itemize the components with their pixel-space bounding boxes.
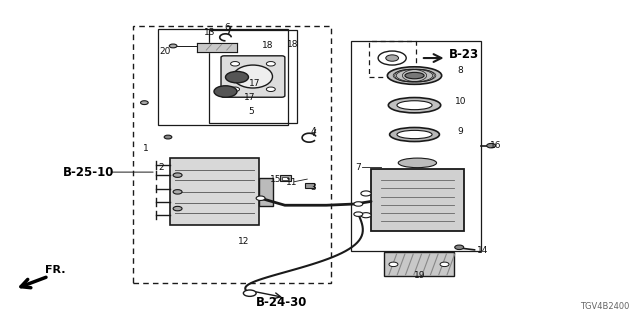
Text: 20: 20 <box>160 47 171 56</box>
Text: 1: 1 <box>143 144 149 153</box>
Text: TGV4B2400: TGV4B2400 <box>580 302 630 311</box>
Bar <box>209 30 297 123</box>
Circle shape <box>164 135 172 139</box>
Text: 18: 18 <box>262 41 273 50</box>
Text: 10: 10 <box>455 97 467 106</box>
Text: 11: 11 <box>285 178 297 187</box>
Bar <box>369 41 416 76</box>
Text: B-24-30: B-24-30 <box>256 296 307 309</box>
Text: B-23: B-23 <box>449 48 479 61</box>
Circle shape <box>386 55 399 61</box>
Circle shape <box>256 196 265 200</box>
Circle shape <box>354 202 363 206</box>
Bar <box>305 183 314 188</box>
Text: 5: 5 <box>248 107 254 116</box>
Circle shape <box>173 173 182 177</box>
Circle shape <box>361 213 371 218</box>
Circle shape <box>266 87 275 92</box>
Circle shape <box>225 71 248 83</box>
Text: 2: 2 <box>159 164 164 172</box>
Text: 17: 17 <box>244 93 255 102</box>
Circle shape <box>455 245 464 250</box>
Ellipse shape <box>397 130 432 139</box>
Text: 8: 8 <box>458 66 463 75</box>
Text: 13: 13 <box>204 28 215 37</box>
Text: 3: 3 <box>311 183 317 192</box>
Bar <box>159 29 288 125</box>
Bar <box>170 158 259 225</box>
Text: 12: 12 <box>237 237 249 246</box>
Circle shape <box>243 290 256 296</box>
Circle shape <box>354 212 363 216</box>
Circle shape <box>173 206 182 211</box>
Text: B-25-10: B-25-10 <box>63 166 115 179</box>
Circle shape <box>266 61 275 66</box>
Text: 17: 17 <box>249 79 260 88</box>
FancyBboxPatch shape <box>221 56 285 97</box>
Ellipse shape <box>234 65 273 88</box>
Bar <box>384 252 454 276</box>
Ellipse shape <box>390 127 440 141</box>
Text: 6: 6 <box>225 23 230 32</box>
Text: 14: 14 <box>477 246 488 255</box>
Ellipse shape <box>405 72 424 79</box>
Ellipse shape <box>387 67 442 84</box>
Text: FR.: FR. <box>45 265 66 275</box>
Text: 19: 19 <box>414 271 426 280</box>
Ellipse shape <box>388 98 441 113</box>
Text: 18: 18 <box>287 40 299 49</box>
Circle shape <box>173 190 182 194</box>
Circle shape <box>141 101 148 105</box>
Circle shape <box>440 262 449 267</box>
Text: 9: 9 <box>458 127 463 136</box>
Text: 15: 15 <box>269 175 281 184</box>
Text: 7: 7 <box>355 163 361 172</box>
Circle shape <box>361 191 371 196</box>
Circle shape <box>378 51 406 65</box>
Circle shape <box>230 87 239 92</box>
Circle shape <box>486 143 495 148</box>
Circle shape <box>389 262 398 267</box>
Circle shape <box>214 86 237 97</box>
Bar <box>133 26 332 283</box>
Circle shape <box>170 44 177 48</box>
Bar <box>280 175 291 181</box>
Text: 16: 16 <box>490 141 501 150</box>
Bar <box>351 41 481 251</box>
Ellipse shape <box>398 158 436 168</box>
Text: 4: 4 <box>311 127 316 136</box>
Ellipse shape <box>397 101 432 110</box>
Bar <box>371 169 464 231</box>
Bar <box>259 178 273 206</box>
Circle shape <box>230 61 239 66</box>
Bar <box>282 177 288 180</box>
